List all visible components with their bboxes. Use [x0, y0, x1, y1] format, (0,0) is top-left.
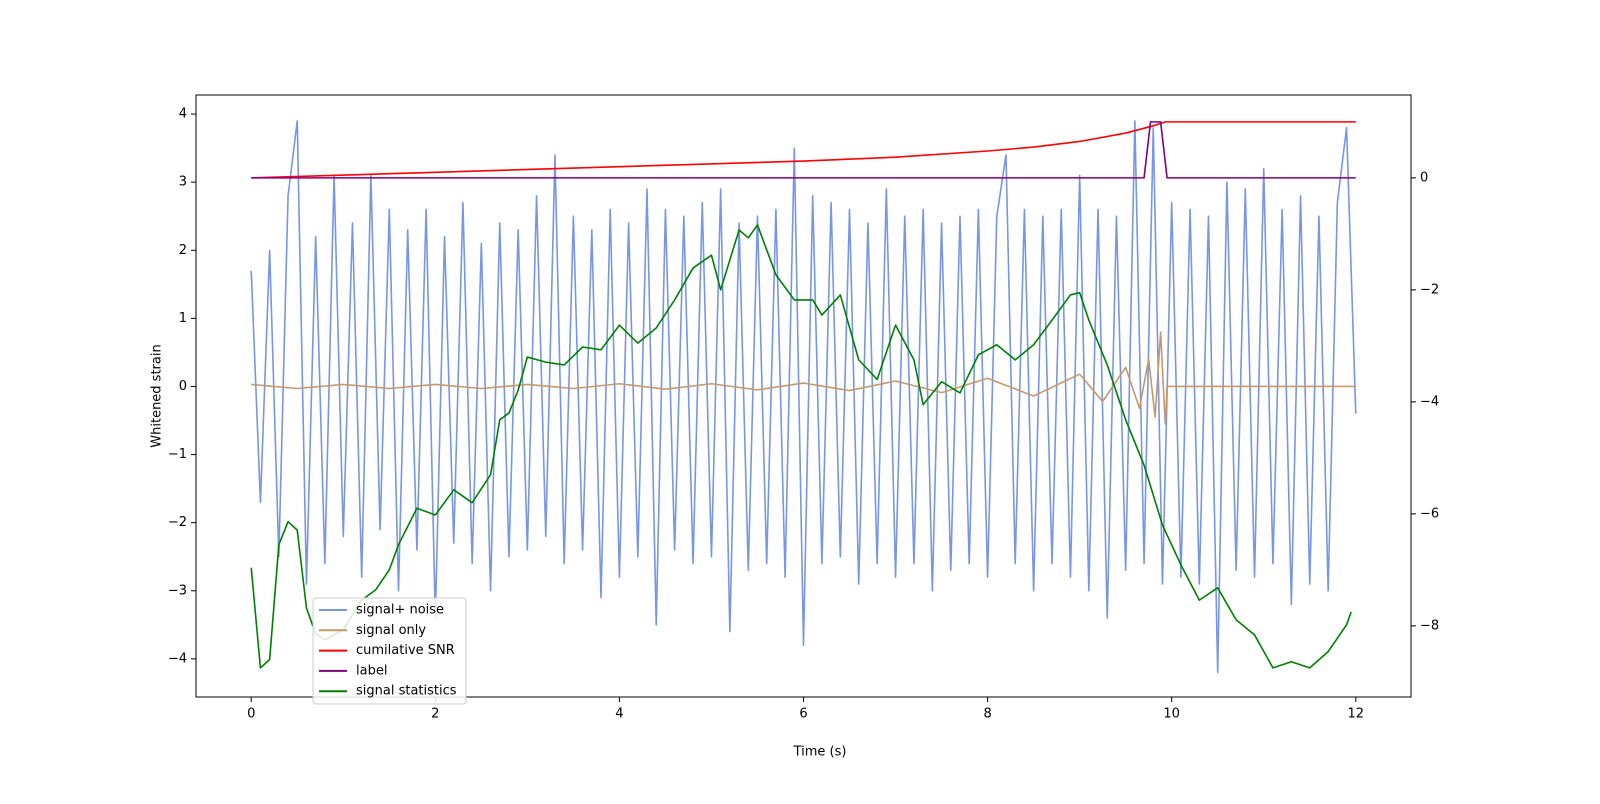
series-line — [250, 120, 1357, 674]
legend-label: signal statistics — [356, 684, 457, 699]
y-tick-label: −4 — [168, 651, 187, 666]
y2-tick-label: 0 — [1420, 170, 1428, 185]
x-tick-label: 0 — [247, 707, 255, 722]
legend-label: signal only — [356, 623, 426, 638]
series-line — [251, 331, 1356, 425]
plot-frame — [195, 94, 1412, 698]
x-tick-label: 2 — [431, 707, 439, 722]
x-axis-label: Time (s) — [793, 745, 847, 760]
series-line — [251, 121, 1356, 179]
legend-label: cumilative SNR — [356, 643, 455, 658]
y-tick-label: −1 — [168, 447, 187, 462]
y-tick-label: −3 — [168, 583, 187, 598]
y-tick-label: 0 — [179, 379, 187, 394]
x-tick-label: 12 — [1347, 707, 1364, 722]
x-tick-label: 10 — [1163, 707, 1180, 722]
series-line — [250, 224, 1352, 669]
y-tick-label: 3 — [179, 175, 187, 190]
legend-label: label — [356, 663, 387, 678]
legend-label: signal+ noise — [356, 603, 444, 618]
legend: signal+ noise signal only cumilative SNR la… — [312, 597, 467, 705]
y2-tick-label: −2 — [1420, 282, 1439, 297]
y2-tick-label: −8 — [1420, 618, 1439, 633]
x-tick-label: 6 — [799, 707, 807, 722]
y2-tick-label: −6 — [1420, 506, 1439, 521]
legend-frame — [312, 597, 467, 705]
y-tick-label: −2 — [168, 515, 187, 530]
y2-tick-label: −4 — [1420, 394, 1439, 409]
x-tick-label: 4 — [615, 707, 623, 722]
series-line — [251, 121, 1356, 179]
x-tick-label: 8 — [983, 707, 991, 722]
y-tick-label: 4 — [179, 107, 187, 122]
y-tick-label: 2 — [179, 243, 187, 258]
y-tick-label: 1 — [179, 311, 187, 326]
y-axis-label: Whitened strain — [150, 344, 165, 447]
